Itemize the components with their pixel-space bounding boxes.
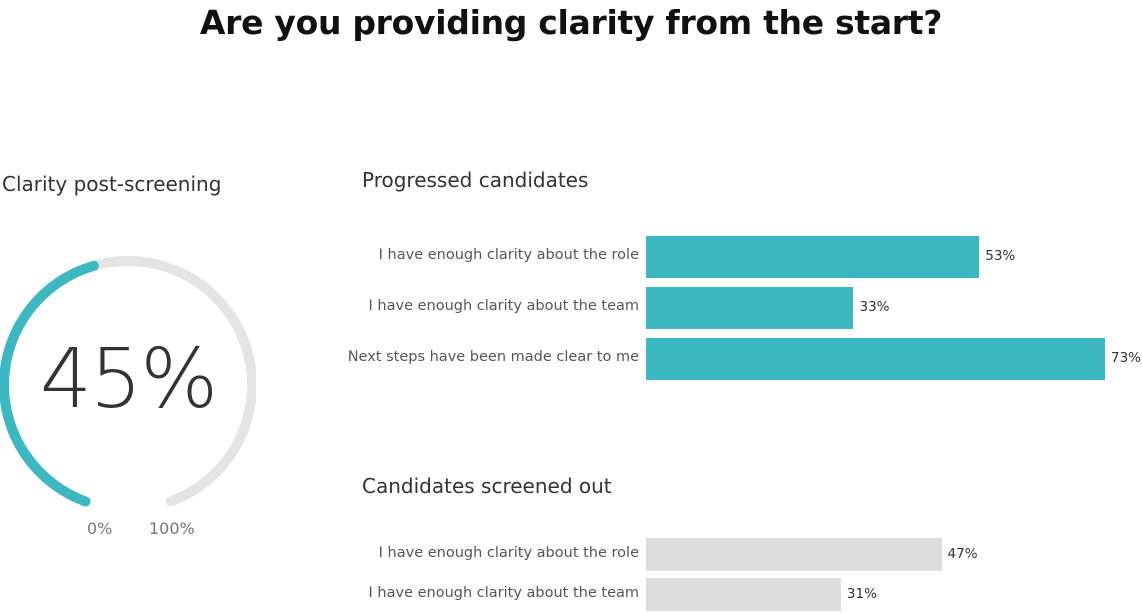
gauge-chart xyxy=(0,256,256,507)
progressed-label: I have enough clarity about the team xyxy=(368,298,639,314)
progressed-value: 53% xyxy=(985,248,1016,264)
progressed-value: 73% xyxy=(1111,350,1142,366)
screened-out-value: 47% xyxy=(947,545,978,562)
gauge-min-label: 0% xyxy=(87,519,113,538)
progressed-label: I have enough clarity about the role xyxy=(378,247,639,263)
gauge-value: 45% xyxy=(39,332,218,427)
gauge-fill xyxy=(0,260,99,507)
screened-out-label: I have enough clarity about the team xyxy=(368,584,639,601)
screened-out-value: 31% xyxy=(846,585,877,602)
screened-out-bar xyxy=(646,578,841,611)
gauge-max-label: 100% xyxy=(149,519,195,538)
screened-out-title: Candidates screened out xyxy=(362,474,612,498)
screened-out-label: I have enough clarity about the role xyxy=(378,544,639,561)
progressed-label: Next steps have been made clear to me xyxy=(347,349,639,365)
gauge-title: Clarity post-screening xyxy=(2,172,222,196)
progressed-value: 33% xyxy=(859,299,890,315)
progressed-title: Progressed candidates xyxy=(362,168,589,192)
page-title: Are you providing clarity from the start… xyxy=(199,3,943,42)
screened-out-bar xyxy=(646,538,942,571)
progressed-bar xyxy=(646,236,980,278)
progressed-bar xyxy=(646,287,854,329)
progressed-bar xyxy=(646,338,1105,380)
